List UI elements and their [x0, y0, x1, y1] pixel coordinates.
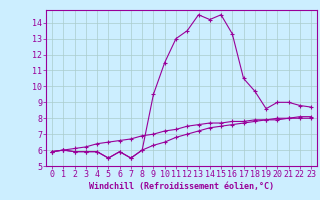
X-axis label: Windchill (Refroidissement éolien,°C): Windchill (Refroidissement éolien,°C): [89, 182, 274, 191]
